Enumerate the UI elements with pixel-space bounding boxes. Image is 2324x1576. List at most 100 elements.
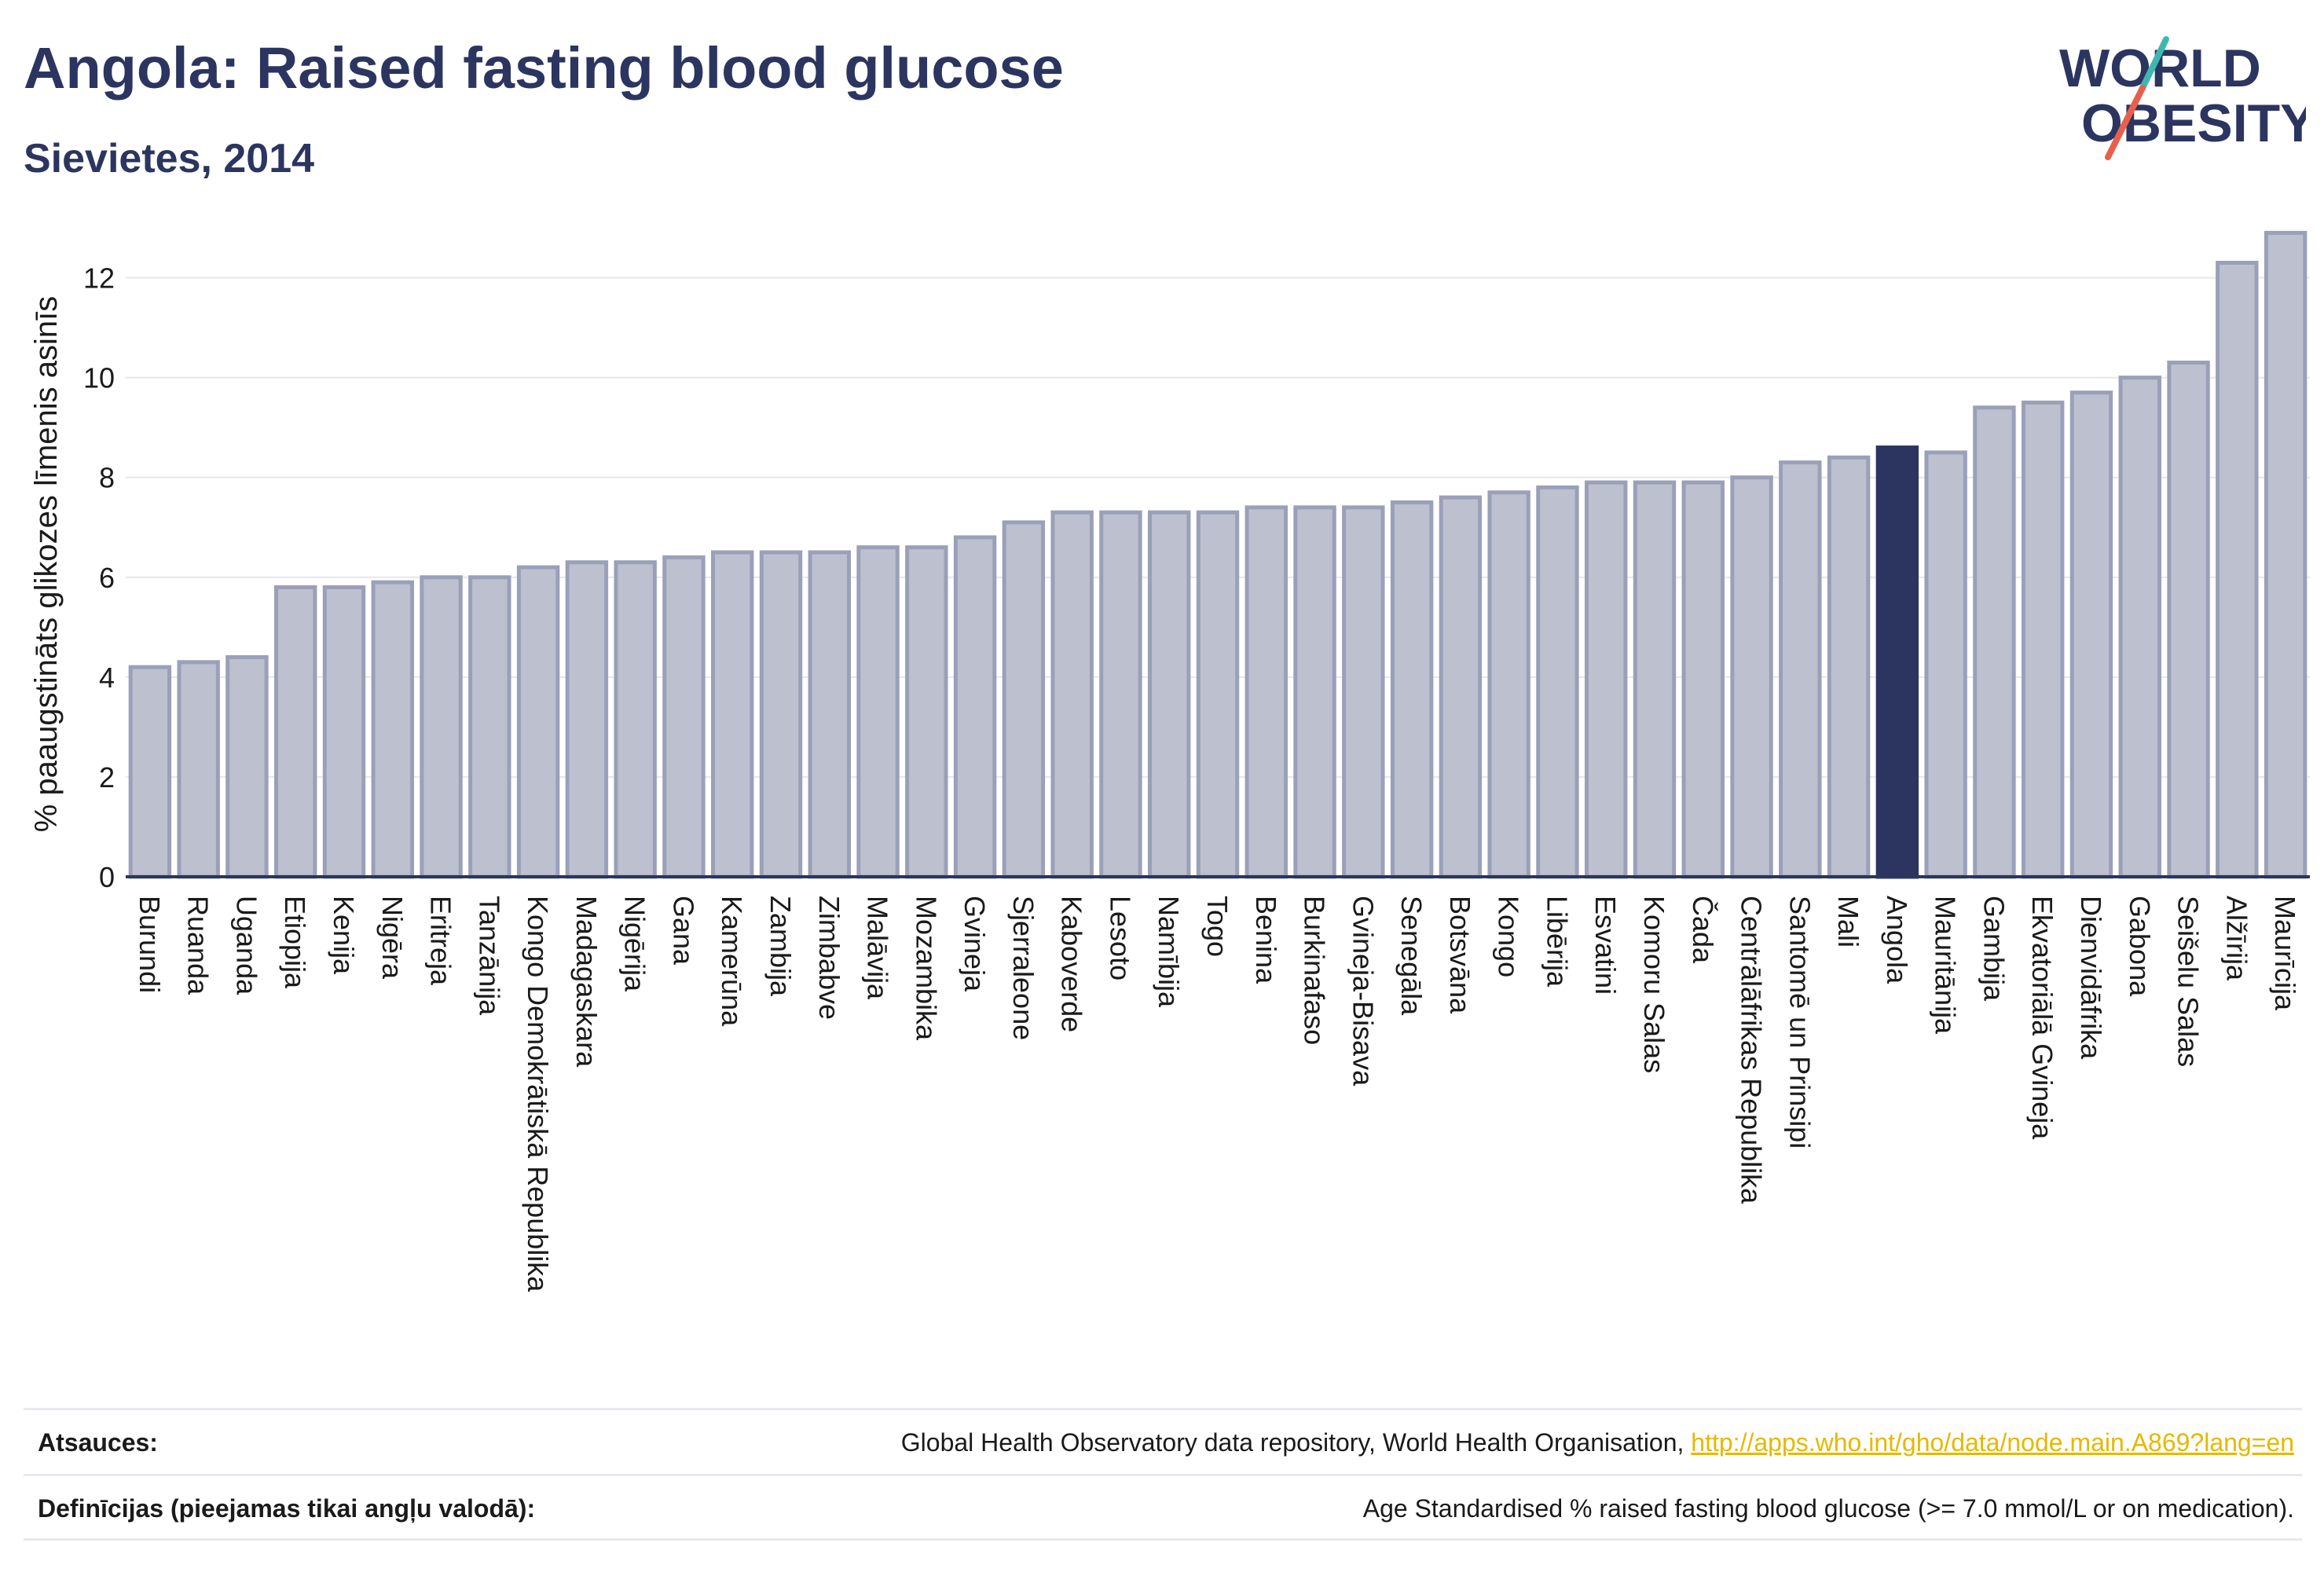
x-tick-label: Botsvāna: [1444, 896, 1476, 1014]
x-tick-label: Seišelu Salas: [2172, 896, 2205, 1067]
y-tick-label: 10: [83, 362, 115, 394]
x-tick-label: Alžīrija: [2220, 896, 2253, 981]
chart-title: Angola: Raised fasting blood glucose: [24, 35, 1064, 101]
bar: [2167, 361, 2210, 879]
bar: [420, 575, 463, 879]
bar: [322, 585, 366, 879]
x-tick-label: Eritreja: [425, 896, 457, 986]
x-tick-label: Nigērija: [619, 896, 651, 992]
bar: [2022, 400, 2065, 879]
x-tick-label: Gabona: [2124, 896, 2156, 997]
x-tick-label: Gvineja-Bisava: [1347, 896, 1379, 1087]
bar: [662, 555, 706, 879]
x-tick-label: Mauritānija: [1930, 896, 1962, 1035]
x-tick-label: Kongo: [1493, 896, 1525, 977]
x-tick-label: Mozambika: [910, 896, 942, 1041]
x-tick-label: Santomē un Prinsipi: [1783, 896, 1816, 1149]
bar: [1342, 505, 1385, 879]
bar: [565, 560, 609, 879]
x-tick-label: Kongo Demokrātiskā Republika: [522, 896, 554, 1292]
x-tick-label: Ekvatoriālā Gvineja: [2026, 896, 2058, 1140]
x-tick-label: Libērija: [1541, 896, 1573, 988]
x-tick-label: Maurīcija: [2269, 896, 2301, 1011]
bar: [905, 545, 948, 879]
bar: [371, 580, 414, 879]
x-tick-label: Ruanda: [182, 896, 214, 995]
bar-chart: 0 2 4 6 8 10 12 % paaugstināts glikozes līmenis…: [29, 230, 2310, 1292]
x-tick-label: Uganda: [230, 896, 262, 995]
bar: [1487, 490, 1530, 879]
bar: [177, 660, 220, 879]
bar: [808, 550, 851, 879]
bar: [2264, 230, 2308, 879]
bar: [1390, 500, 1434, 879]
bar: [2118, 376, 2161, 879]
x-tick-label: Gana: [667, 896, 699, 966]
bar: [1633, 480, 1677, 879]
chart-subtitle: Sievietes, 2014: [24, 136, 315, 181]
x-tick-label: Zimbabve: [813, 896, 845, 1020]
y-tick-label: 2: [99, 761, 115, 793]
x-tick-label: Togo: [1201, 896, 1233, 957]
bar: [759, 550, 803, 879]
bar: [1536, 485, 1579, 879]
x-tick-label: Etiopija: [279, 896, 311, 989]
bar: [468, 575, 511, 879]
x-tick-label: Kenija: [328, 896, 360, 975]
x-tick-label: Tanzānija: [473, 896, 505, 1016]
bar: [2069, 390, 2113, 879]
bar: [274, 585, 317, 879]
x-tick-label: Sjerraleone: [1007, 896, 1039, 1040]
bar-highlight: [1875, 445, 1919, 879]
bar: [1244, 505, 1288, 879]
x-tick-label: Malāvija: [862, 896, 894, 1000]
x-tick-label: Angola: [1881, 896, 1913, 984]
bar: [1681, 480, 1725, 879]
x-tick-label: Madagaskara: [570, 896, 603, 1068]
y-tick-label: 4: [99, 662, 115, 694]
sources-text: Global Health Observatory data repositor…: [900, 1428, 1684, 1457]
bar: [711, 550, 754, 879]
bar: [516, 565, 560, 879]
x-tick-label: Namībija: [1153, 896, 1185, 1008]
bar: [1099, 510, 1142, 879]
x-tick-label: Burkinafaso: [1299, 896, 1331, 1045]
bar: [128, 665, 172, 879]
x-tick-label: Senegāla: [1395, 896, 1428, 1016]
sources-label: Atsauces:: [38, 1428, 158, 1457]
x-tick-label: Kamerūna: [716, 896, 748, 1027]
bar: [1973, 405, 2016, 879]
x-tick-label: Burundi: [134, 896, 166, 993]
bar: [2216, 260, 2259, 879]
y-tick-label: 6: [99, 562, 115, 594]
footer-divider: [24, 1538, 2302, 1541]
bar: [953, 535, 997, 879]
bar: [1827, 455, 1871, 879]
bar: [1779, 460, 1822, 879]
bar: [856, 545, 900, 879]
definitions-text: Age Standardised % raised fasting blood …: [1362, 1494, 2294, 1523]
bar: [1439, 495, 1483, 879]
y-tick-label: 0: [99, 861, 115, 893]
logo-slash-red: [2105, 85, 2146, 160]
x-tick-label: Gambija: [1978, 896, 2010, 1002]
sources-link[interactable]: http://apps.who.int/gho/data/node.main.A…: [1691, 1428, 2294, 1457]
bar: [614, 560, 657, 879]
bar: [1196, 510, 1240, 879]
y-tick-label: 12: [83, 262, 115, 295]
world-obesity-logo: WORLD OBESITY: [2059, 36, 2306, 160]
bar: [225, 654, 269, 879]
x-tick-label: Dienvidāfrika: [2075, 896, 2107, 1060]
bar: [1924, 450, 1967, 879]
x-tick-label: Gvineja: [959, 896, 991, 992]
x-tick-label: Centrālāfrikas Republika: [1736, 896, 1768, 1204]
definitions-row: Definīcijas (pieejamas tikai angļu valod…: [24, 1474, 2302, 1541]
x-tick-label: Nigēra: [376, 896, 409, 980]
logo-text-obesity: OBESITY: [2081, 93, 2306, 153]
x-tick-label: Mali: [1832, 896, 1864, 947]
x-tick-label: Lesoto: [1104, 896, 1136, 980]
sources-row: Atsauces: Global Health Observatory data…: [24, 1408, 2302, 1475]
bar: [1002, 520, 1046, 879]
x-tick-label: Čada: [1687, 896, 1719, 964]
x-tick-label: Kaboverde: [1056, 896, 1088, 1032]
